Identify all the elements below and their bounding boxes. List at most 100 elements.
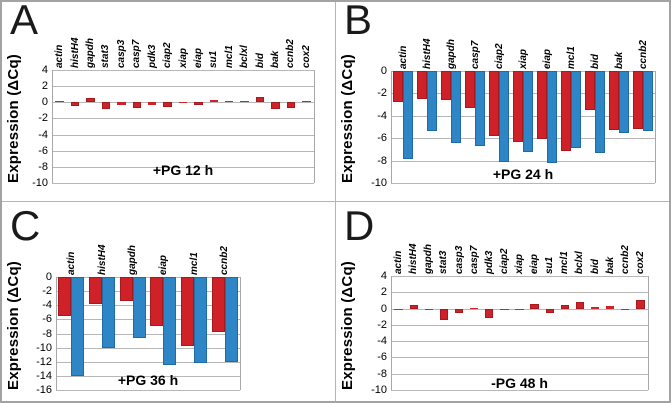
y-axis-line xyxy=(56,277,57,390)
bar-bid-red xyxy=(584,71,595,111)
bar-bak-red xyxy=(608,71,619,131)
bar-bak-blue xyxy=(619,71,630,133)
y-tick-label: -10 xyxy=(371,177,387,189)
y-tick-label: -2 xyxy=(377,319,387,331)
gene-label-ciap2: ciap2 xyxy=(162,42,174,68)
gene-label-mcl1: mcl1 xyxy=(565,46,577,69)
bar-histH4-red xyxy=(409,305,418,309)
bar-stat3-red xyxy=(439,308,449,320)
bar-eiap-red xyxy=(150,277,164,326)
gridline-y-6 xyxy=(56,319,240,320)
bar-ciap2-red xyxy=(163,102,172,107)
gridline-y-12 xyxy=(56,362,240,363)
bar-ccnb2-blue xyxy=(224,277,238,363)
gridline-y-10 xyxy=(391,390,648,391)
bar-casp7-red xyxy=(469,307,479,309)
chart-area-d: 4 2 0 -2 -4 -6 -8 -10 actin histH4 gapdh stat3 casp3… xyxy=(336,202,669,401)
y-tick-label: -6 xyxy=(377,132,387,144)
gridline-y-14 xyxy=(56,376,240,377)
gene-label-bak: bak xyxy=(613,51,625,69)
y-tick-label: -8 xyxy=(42,328,52,340)
bar-bid-red xyxy=(590,306,600,309)
gene-label-bclxl: bclxl xyxy=(239,45,251,68)
gridline-y-8 xyxy=(56,334,240,335)
gene-label-pdk3: pdk3 xyxy=(483,250,495,274)
panel-b: B Expression (ΔCq) 0 -2 -4 -6 -8 -10 actin hist… xyxy=(336,2,669,201)
bar-actin-red xyxy=(392,71,403,103)
gene-label-casp7: casp7 xyxy=(131,39,143,68)
y-tick-label: 0 xyxy=(380,65,387,77)
bar-eiap-blue xyxy=(547,71,558,163)
y-tick-label: 4 xyxy=(380,270,387,282)
gene-label-gapdh: gapdh xyxy=(127,245,139,275)
y-tick-label: -6 xyxy=(377,351,387,363)
bar-histH4-red xyxy=(88,277,102,304)
y-tick-label: 0 xyxy=(45,271,52,283)
bar-cox2-red xyxy=(302,100,311,103)
y-axis-line xyxy=(52,70,53,183)
gene-label-xiap: xiap xyxy=(177,47,189,68)
gene-label-actin: actin xyxy=(65,251,77,275)
gridline-y2 xyxy=(52,86,314,87)
bar-histH4-red xyxy=(70,102,80,106)
y-tick-label: -4 xyxy=(377,110,387,122)
bar-cox2-red xyxy=(636,300,645,309)
bar-pdk3-red xyxy=(147,102,157,105)
y-axis-line xyxy=(391,71,392,183)
gene-label-eiap: eiap xyxy=(192,47,204,68)
bar-actin-red xyxy=(394,308,403,310)
gene-label-xiap: xiap xyxy=(514,253,525,274)
gene-label-casp3: casp3 xyxy=(115,39,127,68)
gridline-y-10 xyxy=(391,183,655,184)
bar-gapdh-red xyxy=(119,277,133,301)
y-tick-label: -12 xyxy=(36,356,52,368)
bar-casp7-red xyxy=(132,102,141,108)
bar-ccnb2-red xyxy=(211,277,225,333)
gridline-y-4 xyxy=(391,341,648,342)
gene-label-histH4: histH4 xyxy=(96,244,108,275)
bar-actin-blue xyxy=(403,71,414,160)
y-tick-label: -10 xyxy=(36,342,52,354)
panel-divider-horizontal xyxy=(2,201,669,202)
bar-ccnb2-red xyxy=(621,308,630,310)
gene-label-su1: su1 xyxy=(544,256,556,274)
bar-mcl1-red xyxy=(560,71,571,151)
condition-label-b: +PG 24 h xyxy=(492,166,554,182)
gene-label-stat3: stat3 xyxy=(100,44,112,68)
gridline-y-8 xyxy=(391,374,648,375)
bar-bid-blue xyxy=(595,71,606,153)
panel-letter-b: B xyxy=(344,2,373,43)
bar-gapdh-red xyxy=(440,71,451,101)
bar-actin-red xyxy=(58,277,72,316)
bar-stat3-red xyxy=(101,102,111,110)
plot-right-edge xyxy=(314,70,315,183)
bar-mcl1-red xyxy=(180,277,194,346)
bar-ciap2-red xyxy=(500,308,509,310)
gene-label-bak: bak xyxy=(269,50,281,68)
gene-label-ciap2: ciap2 xyxy=(498,248,510,274)
gene-label-ccnb2: ccnb2 xyxy=(619,245,631,274)
gene-label-eiap: eiap xyxy=(529,253,541,274)
gene-label-eiap: eiap xyxy=(157,254,169,275)
gridline-y-2 xyxy=(391,325,648,326)
gene-label-bid: bid xyxy=(589,54,601,69)
gene-label-xiap: xiap xyxy=(517,48,529,69)
gene-label-pdk3: pdk3 xyxy=(146,44,158,68)
y-tick-label: -6 xyxy=(38,145,48,157)
gene-label-mcl1: mcl1 xyxy=(188,252,200,275)
gridline-y-4 xyxy=(52,135,314,136)
gene-label-actin: actin xyxy=(54,44,66,68)
bar-eiap-red xyxy=(536,71,547,140)
gene-label-ccnb2: ccnb2 xyxy=(285,39,297,68)
panel-letter-c: C xyxy=(10,202,41,249)
panel-d: D Expression (ΔCq) 4 2 0 -2 -4 -6 -8 -10 actin hi… xyxy=(336,202,669,401)
y-tick-label: -16 xyxy=(36,384,52,396)
gene-label-histH4: histH4 xyxy=(69,37,81,68)
gridline-y-2 xyxy=(52,118,314,119)
gene-label-casp3: casp3 xyxy=(453,245,465,274)
y-tick-label: -10 xyxy=(371,384,387,396)
gene-label-ciap2: ciap2 xyxy=(493,43,505,69)
bar-ccnb2-blue xyxy=(643,71,654,132)
bar-bclxl-red xyxy=(575,302,585,309)
y-tick-label: -2 xyxy=(38,112,48,124)
